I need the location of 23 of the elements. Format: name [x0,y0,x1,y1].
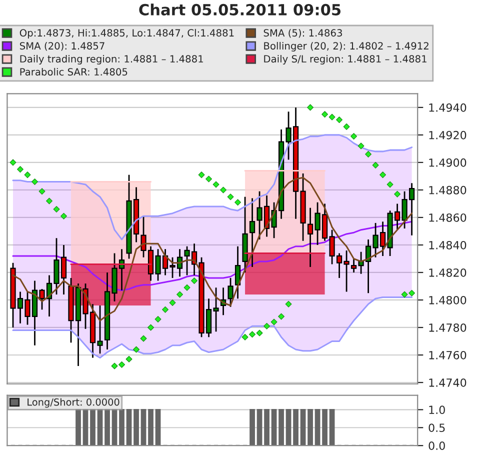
y-tick-label: 1.4880 [429,186,466,194]
legend-label: Parabolic SAR: 1.4805 [20,68,128,76]
y-tick-label: 1.4740 [429,378,466,387]
y-tick-label: 1.4900 [429,158,466,167]
y-tick-label: 1.4920 [429,130,466,140]
chart-title: Chart 05.05.2011 09:05 [139,4,341,16]
y-tick-label: 1.4820 [429,268,466,277]
y-tick-label: 1.4840 [429,240,466,250]
y-tick-label: 1.4800 [429,296,466,304]
y-tick-label: 0.5 [428,424,445,432]
legend-label: SMA (5): 1.4863 [264,28,342,38]
legend-label: Daily trading region: 1.4881 – 1.4881 [20,54,203,64]
y-tick-label: 1.0 [429,406,445,414]
legend-label: Daily S/L region: 1.4881 – 1.4881 [264,54,426,64]
y-tick-label: 1.4940 [429,103,466,112]
legend-label: Bollinger (20, 2): 1.4802 – 1.4912 [264,42,428,52]
legend-label: Long/Short: 0.0000 [28,398,120,408]
y-tick-label: 0.0 [428,442,445,450]
legend-label: Op:1.4873, Hi:1.4885, Lo:1.4847, Cl:1.4881 [20,28,234,38]
y-tick-label: 1.4780 [429,323,466,332]
y-tick-label: 1.4760 [429,350,466,360]
y-tick-label: 1.4860 [429,213,466,222]
legend-label: SMA (20): 1.4857 [20,42,104,51]
